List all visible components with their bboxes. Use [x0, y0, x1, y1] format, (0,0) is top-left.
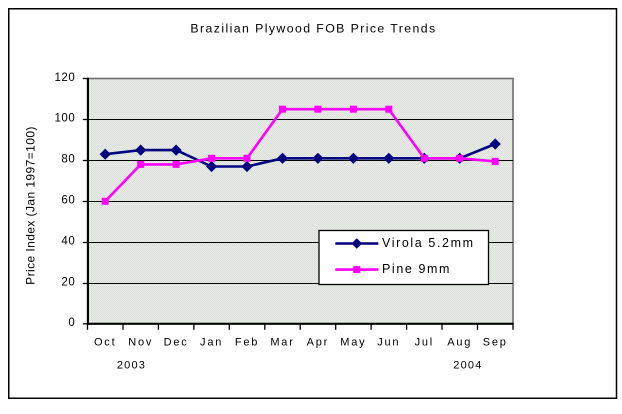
- svg-text:Sep: Sep: [483, 337, 508, 349]
- svg-text:2003: 2003: [117, 359, 146, 371]
- svg-text:Price Index (Jan 1997=100): Price Index (Jan 1997=100): [23, 126, 37, 285]
- svg-text:40: 40: [61, 235, 75, 247]
- svg-text:2004: 2004: [453, 359, 482, 371]
- svg-text:Jul: Jul: [415, 337, 434, 349]
- svg-text:Mar: Mar: [270, 337, 294, 349]
- svg-text:60: 60: [61, 195, 75, 207]
- svg-text:Apr: Apr: [307, 337, 330, 349]
- svg-text:Pine 9mm: Pine 9mm: [382, 262, 451, 276]
- svg-text:Feb: Feb: [235, 337, 259, 349]
- svg-text:0: 0: [68, 317, 75, 329]
- svg-text:80: 80: [61, 154, 75, 166]
- svg-text:120: 120: [54, 72, 75, 84]
- svg-text:Virola 5.2mm: Virola 5.2mm: [382, 236, 475, 250]
- svg-text:Jun: Jun: [377, 337, 400, 349]
- svg-text:Dec: Dec: [164, 337, 189, 349]
- svg-text:Aug: Aug: [447, 337, 472, 349]
- svg-text:Oct: Oct: [94, 337, 117, 349]
- svg-text:100: 100: [54, 113, 75, 125]
- svg-text:Nov: Nov: [128, 337, 153, 349]
- svg-text:Brazilian Plywood FOB Price Tr: Brazilian Plywood FOB Price Trends: [190, 21, 436, 35]
- svg-text:20: 20: [61, 276, 75, 288]
- svg-text:Jan: Jan: [200, 337, 223, 349]
- svg-text:May: May: [340, 337, 366, 349]
